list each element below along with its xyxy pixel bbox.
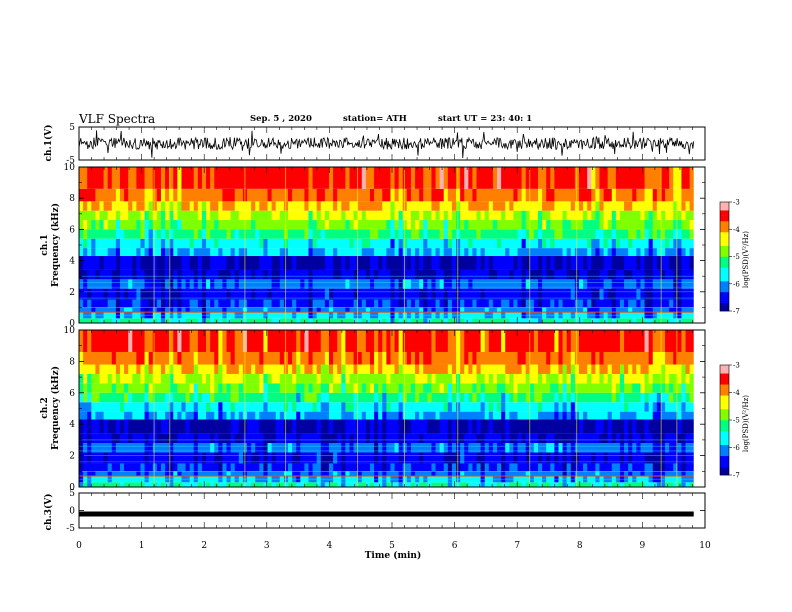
ch1-voltage-panel: 5 -5 xyxy=(66,123,706,166)
colorbar-tick-label: -7 xyxy=(733,472,740,480)
y-tick-label: -5 xyxy=(66,524,75,534)
y-tick-label: 0 xyxy=(69,507,75,517)
ch3-voltage-panel: 5 0 -5 xyxy=(66,489,706,534)
spectrogram-image xyxy=(79,330,705,487)
spectrogram-image xyxy=(79,167,705,323)
x-tick-label: 2 xyxy=(201,541,207,551)
y-tick-label: 8 xyxy=(69,357,75,367)
y-tick-label: 10 xyxy=(64,326,76,336)
ch2-spectrogram-panel: 0 2 4 6 8 10 xyxy=(64,326,706,493)
ch2-frequency-axis-label: Frequency (kHz) xyxy=(50,366,61,450)
ch1-voltage-trace xyxy=(79,130,695,158)
date-label: Sep. 5 , 2020 xyxy=(250,114,312,124)
y-tick-label: 6 xyxy=(69,389,75,399)
y-tick-label: 0 xyxy=(69,319,75,329)
ch3-voltage-axis-label: ch.3(V) xyxy=(43,494,54,531)
time-axis-label: Time (min) xyxy=(365,550,422,561)
ch1-voltage-axis-label: ch.1(V) xyxy=(43,125,54,162)
y-tick-label: 6 xyxy=(69,225,75,235)
x-tick-label: 10 xyxy=(699,541,711,551)
x-tick-label: 3 xyxy=(264,541,270,551)
colorbar-tick-label: -4 xyxy=(733,226,740,234)
colorbar-tick-label: -6 xyxy=(733,280,740,288)
colorbar-tick-label: -7 xyxy=(733,308,740,316)
start-time-label: start UT = 23: 40: 1 xyxy=(438,114,533,124)
ch2-channel-label: ch.2 xyxy=(40,397,50,418)
ch1-spectrogram-panel: 0 2 4 6 8 10 xyxy=(64,163,706,329)
colorbar-tick-label: -4 xyxy=(733,389,740,397)
ch1-frequency-axis-label: Frequency (kHz) xyxy=(50,203,61,287)
x-tick-label: 7 xyxy=(514,541,520,551)
colorbar-tick-label: -5 xyxy=(733,417,740,425)
ch2-colorbar-label: log(PSD)(V²/Hz) xyxy=(742,395,750,452)
station-label: station= ATH xyxy=(343,114,407,124)
colorbar-tick-label: -3 xyxy=(733,362,740,370)
x-tick-label: 9 xyxy=(640,541,646,551)
x-tick-label: 1 xyxy=(139,541,145,551)
ch1-channel-label: ch.1 xyxy=(40,234,50,255)
ch1-colorbar-label: log(PSD)(V²/Hz) xyxy=(742,231,750,288)
y-tick-label: 5 xyxy=(69,489,75,499)
y-tick-label: 2 xyxy=(69,452,75,462)
y-tick-label: 8 xyxy=(69,194,75,204)
y-tick-label: 4 xyxy=(69,420,75,430)
y-tick-label: 5 xyxy=(69,123,75,133)
colorbar-tick-label: -3 xyxy=(733,199,740,207)
y-tick-label: 0 xyxy=(69,483,75,493)
colorbar-tick-label: -6 xyxy=(733,444,740,452)
x-tick-label: 4 xyxy=(327,541,333,551)
colorbar-tick-label: -5 xyxy=(733,253,740,261)
chart-title: VLF Spectra xyxy=(79,112,156,126)
x-tick-label: 8 xyxy=(577,541,583,551)
x-tick-label: 0 xyxy=(76,541,82,551)
x-tick-label: 5 xyxy=(389,541,395,551)
ch2-colorbar: -3 -4 -5 -6 -7 xyxy=(719,362,740,480)
ch1-colorbar: -3 -4 -5 -6 -7 xyxy=(719,199,740,316)
y-tick-label: 4 xyxy=(69,257,75,267)
y-tick-label: 10 xyxy=(64,163,76,173)
y-tick-label: 2 xyxy=(69,288,75,298)
y-tick-label: -5 xyxy=(66,156,75,166)
x-tick-label: 6 xyxy=(452,541,458,551)
